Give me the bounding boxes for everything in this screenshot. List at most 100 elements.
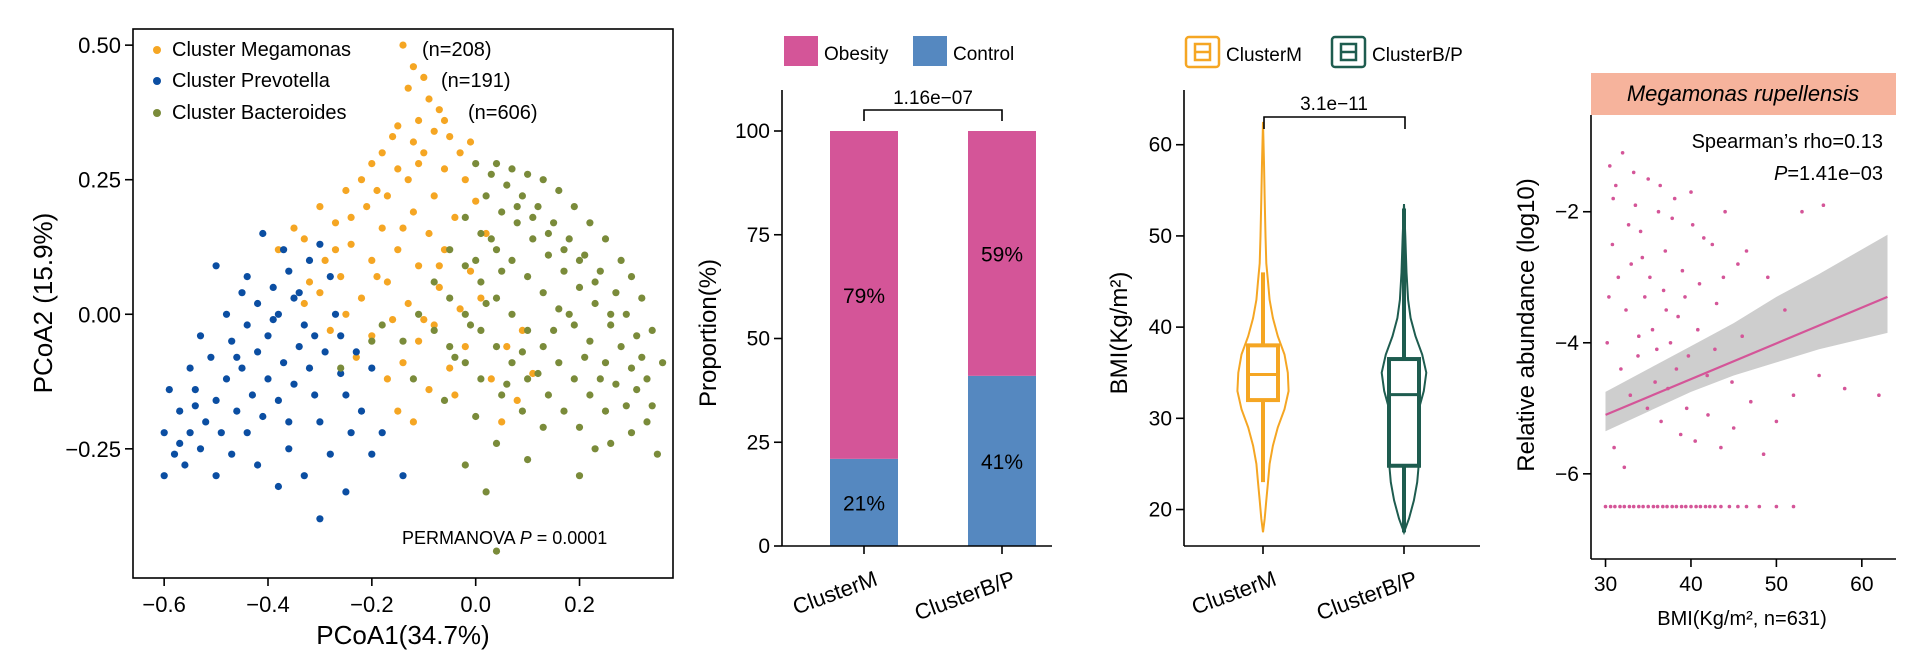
pcoa-point <box>544 251 553 259</box>
bmi-pvalue: 3.1e−11 <box>1300 94 1368 115</box>
control-bar-label: 41% <box>981 451 1023 474</box>
pcoa-point <box>524 456 532 464</box>
pcoa-point <box>347 429 355 437</box>
pcoa-point <box>357 407 366 415</box>
zero-abundance-point <box>1603 504 1608 509</box>
pcoa-point <box>472 412 480 421</box>
abundance-point <box>1821 203 1826 207</box>
pcoa-point <box>305 256 314 264</box>
pcoa-point <box>601 359 610 367</box>
pcoa-point <box>425 229 433 238</box>
pcoa-point <box>430 321 438 329</box>
pcoa-point <box>430 326 438 334</box>
bmi-xtick-label: ClusterM <box>1188 566 1279 620</box>
pcoa-point <box>451 353 459 361</box>
pcoa-point <box>160 472 168 480</box>
control-bar-label: 21% <box>843 492 885 515</box>
pcoa-legend-label: Cluster Prevotella <box>172 70 331 92</box>
pcoa-point <box>633 386 641 394</box>
pcoa-point <box>202 418 210 426</box>
pcoa-point <box>196 445 205 453</box>
pcoa-point <box>446 364 454 372</box>
abundance-point <box>1659 419 1663 424</box>
pcoa-point <box>415 160 423 168</box>
pcoa-point <box>357 176 366 184</box>
pcoa-point <box>539 289 547 297</box>
abundance-point <box>1626 223 1631 227</box>
pcoa-point <box>643 418 651 426</box>
abundance-point <box>1730 380 1734 384</box>
pcoa-point <box>643 375 651 383</box>
zero-abundance-point <box>1774 504 1779 509</box>
abundance-point <box>1676 314 1680 319</box>
pcoa-point <box>321 348 329 356</box>
pcoa-point <box>269 283 277 291</box>
abundance-point <box>1714 301 1719 306</box>
pcoa-point <box>347 213 355 221</box>
correlation-axes: −2 −4 −6 30 40 50 60 <box>1555 115 1896 596</box>
pcoa-point <box>492 160 501 168</box>
abundance-point <box>1766 275 1770 280</box>
bmi-axes: 20 30 40 50 60 ClusterM ClusterB/P <box>1149 90 1480 625</box>
pcoa-point <box>477 278 485 286</box>
pcoa-point <box>181 461 189 469</box>
spearman-p-value: =1.41e−03 <box>1787 163 1883 185</box>
pcoa-point <box>456 305 464 313</box>
abundance-point <box>1713 347 1717 352</box>
pcoa-point <box>259 412 267 421</box>
pcoa-point <box>659 359 667 367</box>
pcoa-point <box>503 181 511 189</box>
pcoa-point <box>373 273 381 281</box>
pcoa-point <box>274 246 282 254</box>
correlation-xtick-label: 30 <box>1594 573 1617 596</box>
pcoa-point <box>565 310 573 318</box>
pcoa-point <box>560 407 568 415</box>
abundance-point <box>1731 426 1736 430</box>
bmi-xtick-label: ClusterB/P <box>1313 566 1420 625</box>
bmi-legend-label: ClusterB/P <box>1372 45 1463 66</box>
pcoa-point <box>529 235 537 243</box>
pcoa-point <box>466 321 475 329</box>
proportion-ytick-label: 0 <box>758 535 770 558</box>
correlation-xtick-label: 40 <box>1679 573 1702 596</box>
pcoa-panel: −0.6 −0.4 −0.2 0.0 0.2 0.50 0.25 0.00 −0.25 Clus… <box>28 28 674 650</box>
abundance-point <box>1690 223 1695 227</box>
pcoa-point <box>222 375 231 383</box>
pcoa-point <box>601 235 610 243</box>
abundance-point <box>1616 275 1621 280</box>
pcoa-point <box>383 375 391 383</box>
pcoa-point <box>591 278 599 286</box>
pcoa-point <box>425 95 433 103</box>
pcoa-point <box>326 450 334 458</box>
correlation-title-strip <box>1591 73 1896 115</box>
pcoa-point <box>238 364 246 372</box>
pcoa-point <box>555 305 563 313</box>
pcoa-legend-swatch <box>153 77 161 85</box>
zero-abundance-point <box>1608 504 1613 509</box>
abundance-point <box>1783 308 1787 312</box>
abundance-point <box>1622 465 1627 470</box>
pcoa-point <box>477 294 485 302</box>
pcoa-point <box>409 418 417 426</box>
pcoa-point <box>425 386 433 394</box>
abundance-point <box>1605 341 1609 345</box>
abundance-point <box>1610 242 1615 247</box>
pcoa-point <box>160 429 168 437</box>
control-legend-label: Control <box>953 44 1014 65</box>
pcoa-legend-swatch <box>153 46 161 54</box>
abundance-point <box>1689 190 1693 194</box>
abundance-point <box>1620 151 1625 155</box>
pcoa-point <box>207 353 215 361</box>
pcoa-point <box>331 246 340 254</box>
zero-abundance-point <box>1736 504 1740 509</box>
pcoa-point <box>627 273 636 281</box>
pcoa-point <box>498 208 506 216</box>
pcoa-point <box>415 116 423 125</box>
obesity-legend-label: Obesity <box>824 44 889 65</box>
pcoa-xtick-label: −0.4 <box>246 592 289 617</box>
pcoa-point <box>492 547 501 555</box>
pcoa-point <box>440 246 449 254</box>
pcoa-point <box>212 396 220 404</box>
abundance-point <box>1774 419 1779 424</box>
